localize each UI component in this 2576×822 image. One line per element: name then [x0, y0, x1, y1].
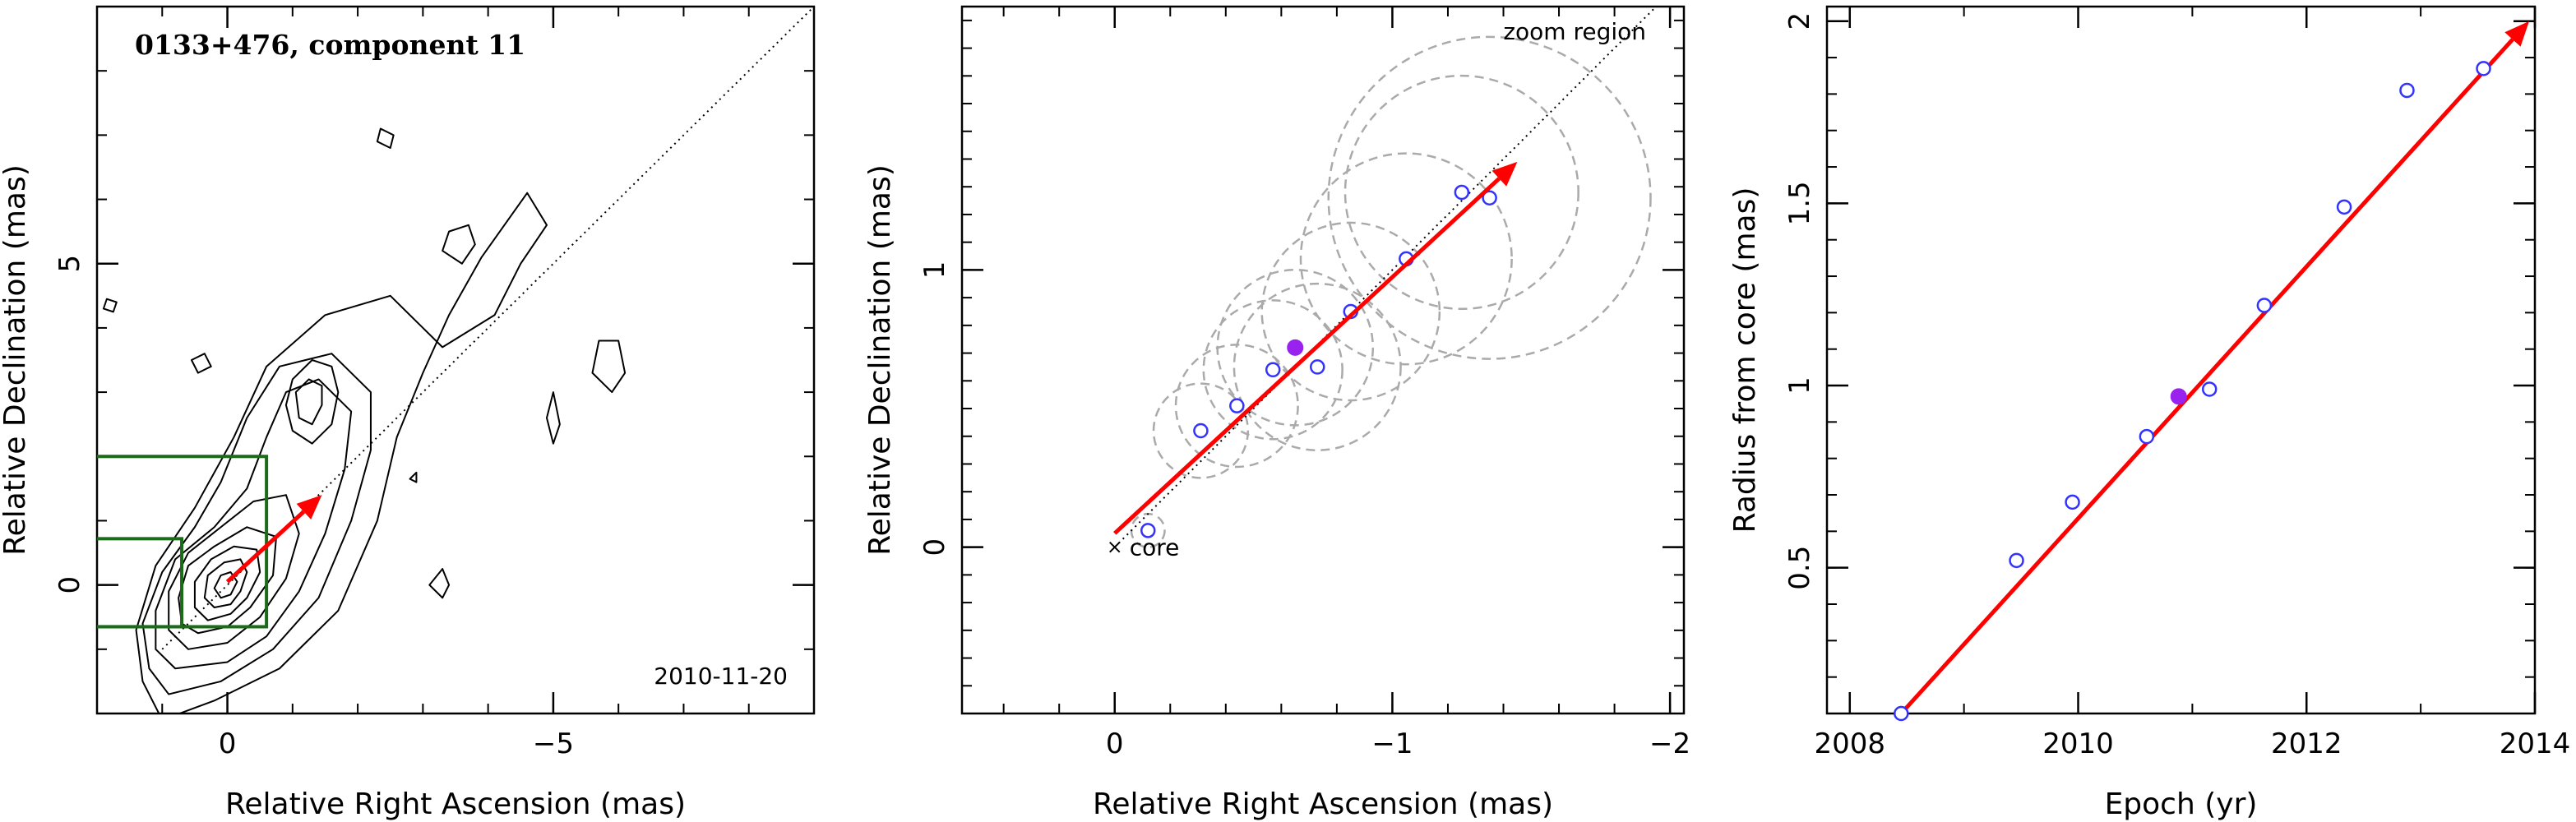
- radius-data-point: [2476, 61, 2491, 76]
- x-tick-label: 2012: [2271, 727, 2342, 760]
- current-epoch-point: [1287, 339, 1304, 356]
- component-size-circle: [1216, 269, 1375, 427]
- y-tick-label: 5: [53, 255, 86, 273]
- x-axis-title: Relative Right Ascension (mas): [1093, 787, 1553, 821]
- x-tick-label: −5: [533, 727, 574, 760]
- y-tick-label: 2: [1783, 12, 1816, 30]
- contour-line: [102, 298, 118, 313]
- x-tick-label: 0: [219, 727, 237, 760]
- component-size-circle: [1343, 74, 1579, 311]
- contour-line: [428, 568, 451, 599]
- radius-data-point: [1894, 705, 1909, 722]
- contour-line: [135, 192, 548, 713]
- radius-data-point: [2336, 199, 2352, 215]
- radius-plot-area: [1894, 21, 2530, 722]
- y-axis-title: Radius from core (mas): [1728, 187, 1762, 533]
- y-axis-title: Relative Declination (mas): [0, 164, 32, 556]
- linear-fit-arrow-head: [2504, 21, 2530, 47]
- contour-line: [545, 391, 561, 445]
- contour-line: [376, 127, 395, 149]
- x-tick-label: 2014: [2500, 727, 2571, 760]
- radius-data-point: [2256, 298, 2273, 313]
- component-position-point: [1140, 523, 1156, 538]
- contour-line: [591, 339, 627, 394]
- component-position-point: [1265, 362, 1281, 378]
- radius-data-point: [2399, 82, 2415, 99]
- core-label: core: [1130, 534, 1180, 561]
- plot-frame: [960, 5, 1686, 715]
- plot-frame: [95, 5, 816, 715]
- motion-arrow-head: [1491, 161, 1518, 187]
- contour-line: [141, 353, 372, 695]
- current-epoch-point: [2170, 388, 2187, 405]
- linear-fit-arrow-shaft: [1899, 38, 2514, 715]
- component-position-point: [1229, 398, 1245, 413]
- x-axis-title: Relative Right Ascension (mas): [225, 787, 686, 821]
- contour-line: [193, 545, 261, 621]
- panel-radius-vs-epoch: 2008 2010 2012 2014 0.5 1 1.5 2 Epoch (yr) Radius…: [1728, 5, 2571, 821]
- component-position-point: [1454, 184, 1470, 201]
- contour-line: [442, 224, 476, 265]
- contour-line: [190, 353, 212, 374]
- zoom-region-label: zoom region: [1503, 18, 1646, 45]
- jet-direction-line: [1114, 7, 1658, 548]
- motion-arrow-head: [296, 495, 322, 520]
- y-tick-label: 1.5: [1783, 181, 1816, 225]
- motion-arrow-shaft: [1113, 177, 1501, 535]
- radius-data-point: [2201, 381, 2218, 397]
- zoom-box: [97, 537, 184, 629]
- x-tick-label: 0: [1106, 727, 1124, 760]
- component-size-circle: [1299, 152, 1513, 366]
- motion-arrow-shaft: [225, 510, 306, 584]
- x-tick-label: 2010: [2042, 727, 2114, 760]
- component-size-circle: [1260, 221, 1441, 402]
- panel-zoom-positions: 0 −1 −2 0 1 Relative Right Ascension (mas) Rel…: [863, 5, 1690, 821]
- component-size-circle: [1233, 282, 1402, 451]
- component-size-circle: [1152, 382, 1250, 479]
- x-axis-title: Epoch (yr): [2105, 787, 2258, 821]
- y-tick-label: 0: [918, 538, 951, 556]
- contour-line: [284, 359, 340, 445]
- core-marker: [1109, 541, 1121, 553]
- contour-line: [294, 378, 323, 426]
- y-axis-title: Relative Declination (mas): [863, 164, 897, 556]
- component-position-point: [1482, 190, 1497, 206]
- y-tick-label: 0: [53, 576, 86, 594]
- radius-data-point: [2065, 494, 2080, 510]
- radius-data-point: [2009, 552, 2024, 569]
- y-tick-label: 0.5: [1783, 546, 1816, 590]
- x-tick-label: −2: [1649, 727, 1690, 760]
- panel-title: 0133+476, component 11: [135, 29, 525, 61]
- x-tick-label: 2008: [1815, 727, 1886, 760]
- component-position-point: [1309, 359, 1325, 375]
- component-size-circle: [1202, 299, 1343, 441]
- zoom-plot-area: [1109, 7, 1658, 553]
- contour-line: [203, 558, 248, 608]
- x-tick-label: −1: [1371, 727, 1413, 760]
- panel-contour-map: 0 −5 0 5 Relative Right Ascension (mas) Relat…: [0, 5, 816, 821]
- y-tick-label: 1: [918, 261, 951, 279]
- component-position-point: [1193, 423, 1209, 439]
- epoch-date-label: 2010-11-20: [654, 663, 788, 690]
- component-size-circle: [1327, 35, 1652, 360]
- contour-plot-area: [97, 7, 814, 713]
- contour-line: [409, 471, 418, 483]
- radius-data-point: [2139, 428, 2155, 445]
- contour-line: [213, 571, 238, 599]
- contour-line: [168, 494, 300, 650]
- y-tick-label: 1: [1783, 376, 1816, 395]
- contour-line: [178, 526, 277, 635]
- plot-frame: [1825, 5, 2537, 715]
